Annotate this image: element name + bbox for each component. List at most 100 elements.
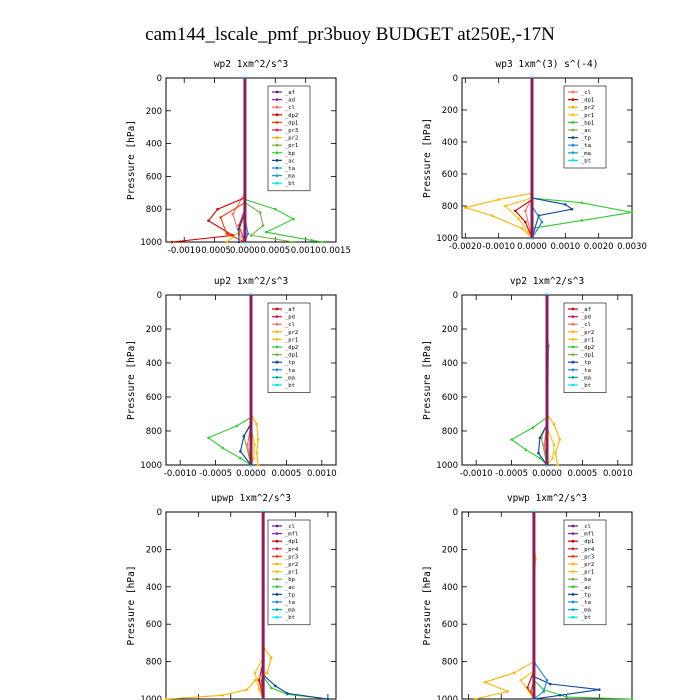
legend-marker	[275, 174, 279, 178]
legend-marker	[571, 128, 575, 132]
legend-marker	[275, 143, 279, 147]
panel-title: upwp 1xm^2/s^3	[211, 493, 291, 504]
legend-marker	[571, 143, 575, 147]
legend-marker	[571, 315, 575, 318]
legend-marker	[275, 570, 279, 573]
legend-entry: _ta	[285, 368, 295, 374]
legend-box	[267, 85, 311, 192]
legend-marker	[275, 600, 279, 604]
x-tick-label: -0.0005	[198, 246, 231, 256]
legend-marker	[275, 136, 279, 140]
data-point	[235, 424, 239, 428]
data-point	[207, 436, 210, 440]
data-point	[257, 679, 261, 682]
y-tick-label: 800	[442, 658, 458, 668]
legend-entry: _pr2	[581, 330, 594, 336]
panel-2: wp3 1xm^(3) s^(-4) Pressure [hPa] 0 200 400 6…	[422, 59, 647, 252]
x-tick-label: 0.0010	[307, 469, 337, 479]
legend-entry: _af	[285, 90, 295, 96]
legend-entry: _ma	[285, 608, 295, 614]
data-point	[239, 456, 242, 460]
data-point	[542, 690, 546, 693]
y-tick-label: 400	[146, 359, 162, 369]
legend-entry: _pr1	[581, 337, 594, 343]
legend-entry: _pr1	[581, 113, 594, 119]
data-point	[265, 671, 269, 675]
legend-entry: _pd	[581, 315, 591, 321]
y-tick-label: 200	[146, 545, 162, 555]
legend-marker	[571, 113, 575, 117]
legend-box	[267, 519, 311, 626]
legend-marker	[571, 330, 575, 334]
legend-marker	[275, 166, 279, 170]
legend-entry: _ta	[581, 368, 591, 374]
data-point	[273, 207, 277, 211]
x-tick-label: 0.0010	[291, 246, 321, 256]
legend-entry: _cl	[285, 322, 295, 328]
data-point	[246, 232, 250, 236]
legend-entry: _af	[581, 307, 591, 313]
data-point	[524, 209, 527, 213]
y-tick-label: 0	[453, 74, 458, 84]
data-point	[256, 438, 260, 441]
data-point	[556, 463, 559, 467]
panel-1: wp2 1xm^2/s^3 Pressure [hPa] 0 200 400 600 800…	[126, 59, 351, 256]
legend-marker	[275, 315, 279, 318]
legend-marker	[571, 615, 575, 619]
legend-entry: _bt	[581, 615, 591, 621]
x-tick-label: -0.0010	[164, 469, 197, 479]
legend-entry: _pr2	[285, 330, 298, 336]
legend-marker	[571, 322, 575, 326]
y-tick-label: 600	[442, 620, 458, 630]
y-tick-label: 200	[442, 325, 458, 335]
data-point	[207, 219, 210, 222]
y-tick-label: 600	[146, 172, 162, 182]
data-point	[548, 682, 552, 686]
legend-marker	[571, 600, 575, 604]
y-tick-label: 0	[157, 508, 162, 518]
legend-entry: _cl	[581, 322, 591, 328]
panel-title: wp2 1xm^2/s^3	[214, 59, 288, 70]
data-point	[273, 684, 277, 688]
x-tick-label: 0.0015	[321, 246, 351, 256]
legend-entry: _bt	[581, 158, 591, 164]
y-tick-label: 0	[453, 291, 458, 301]
legend-marker	[275, 368, 279, 372]
legend-entry: _cl	[581, 524, 591, 530]
legend-marker	[275, 151, 279, 155]
panel-5: upwp 1xm^2/s^3 Pressure [hPa] 0 200 400 600 80…	[126, 493, 337, 700]
data-point	[164, 697, 168, 700]
y-tick-label: 400	[442, 359, 458, 369]
data-point	[269, 686, 273, 690]
x-tick-label: 0.0005	[568, 469, 598, 479]
legend-marker	[571, 547, 575, 551]
legend-marker	[275, 345, 279, 349]
data-point	[630, 211, 634, 214]
legend-entry: _dp1	[581, 353, 594, 359]
y-tick-label: 1000	[436, 695, 458, 700]
legend-entry: _bp	[285, 151, 295, 157]
data-point	[259, 684, 263, 688]
data-point	[564, 203, 567, 206]
legend-entry: _pr2	[581, 562, 594, 568]
legend-marker	[275, 562, 279, 566]
data-point	[552, 443, 556, 446]
legend-entry: _tp	[581, 592, 591, 598]
y-tick-label: 0	[157, 291, 162, 301]
data-point	[519, 679, 523, 682]
legend-marker	[571, 105, 575, 109]
legend-marker	[571, 353, 575, 356]
y-tick-label: 0	[157, 74, 162, 84]
legend-entry: _ad	[285, 98, 295, 104]
y-tick-label: 600	[146, 620, 162, 630]
legend-entry: _bp	[285, 577, 295, 583]
series-line	[546, 295, 561, 466]
y-tick-label: 200	[442, 545, 458, 555]
series-line	[520, 512, 535, 700]
legend-entry: _pr3	[285, 554, 298, 560]
y-tick-label: 600	[442, 393, 458, 403]
y-tick-label: 800	[146, 205, 162, 215]
plot-frame	[461, 511, 633, 700]
legend-marker	[571, 608, 575, 611]
